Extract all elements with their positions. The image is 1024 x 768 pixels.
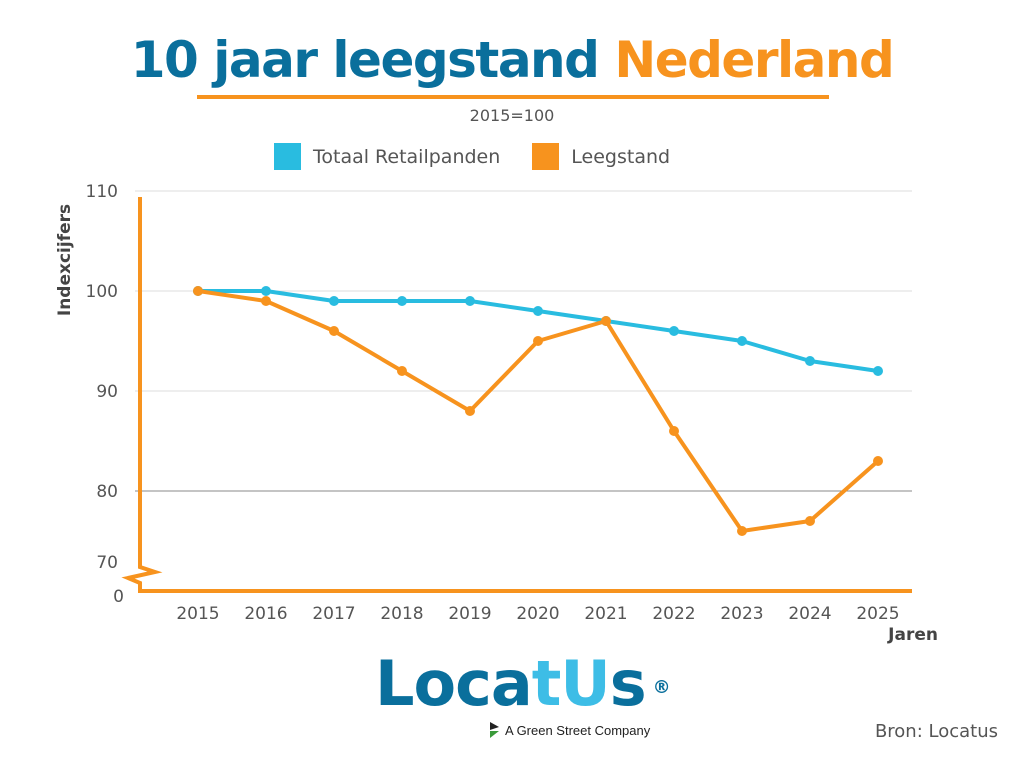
series-leegstand	[193, 286, 883, 536]
y-tick-80: 80	[96, 482, 118, 502]
data-point-2017	[329, 296, 339, 306]
y-axis-label: Indexcijfers	[55, 204, 75, 316]
series-line	[198, 289, 879, 373]
series	[193, 286, 883, 536]
data-point-2015	[193, 286, 203, 296]
data-point-2025	[873, 456, 883, 466]
legend: Totaal Retailpanden Leegstand	[274, 143, 702, 170]
data-point-2025	[873, 366, 883, 376]
data-point-2024	[805, 356, 815, 366]
gridlines	[135, 190, 912, 492]
chart-title: 10 jaar leegstand Nederland	[0, 28, 1024, 92]
data-point-2024	[805, 516, 815, 526]
y-tick-labels: 110 100 90 80 70 0	[86, 182, 124, 607]
x-tick-2025: 2025	[856, 604, 899, 624]
data-point-2022	[669, 326, 679, 336]
y-tick-110: 110	[86, 182, 118, 202]
data-point-2019	[465, 296, 475, 306]
x-tick-2021: 2021	[584, 604, 627, 624]
y-tick-70: 70	[96, 553, 118, 573]
legend-label-totaal: Totaal Retailpanden	[313, 145, 501, 168]
x-tick-2018: 2018	[380, 604, 423, 624]
legend-item-leegstand: Leegstand	[532, 143, 670, 170]
x-tick-2019: 2019	[448, 604, 491, 624]
x-tick-2017: 2017	[312, 604, 355, 624]
data-point-2017	[329, 326, 339, 336]
data-point-2020	[533, 336, 543, 346]
axis-lines	[121, 197, 912, 593]
legend-swatch-totaal	[274, 143, 301, 170]
logo-text-3: s	[609, 647, 647, 720]
legend-swatch-leegstand	[532, 143, 560, 170]
logo-text-2: tU	[531, 647, 611, 720]
x-tick-2023: 2023	[720, 604, 763, 624]
data-point-2016	[261, 296, 271, 306]
x-axis-label: Jaren	[887, 625, 938, 645]
title-underline	[197, 95, 829, 99]
data-point-2018	[397, 366, 407, 376]
title-part-2: Nederland	[614, 31, 894, 89]
logo-tagline: A Green Street Company	[490, 722, 650, 738]
y-tick-break-0: 0	[113, 587, 124, 607]
axes	[121, 197, 912, 593]
series-line	[197, 289, 880, 533]
chart-subtitle: 2015=100	[469, 106, 555, 125]
data-point-2015	[193, 286, 203, 296]
data-point-2021	[601, 316, 611, 326]
logo-text-1: Loca	[375, 647, 533, 720]
data-point-2016	[261, 286, 271, 296]
y-tick-100: 100	[86, 282, 118, 302]
data-point-2023	[737, 526, 747, 536]
x-tick-2016: 2016	[244, 604, 287, 624]
x-tick-2024: 2024	[788, 604, 831, 624]
x-tick-labels: 2015 2016 2017 2018 2019 2020 2021 2022 2023 2024…	[176, 604, 899, 624]
data-point-2023	[737, 336, 747, 346]
source-note: Bron: Locatus	[874, 721, 998, 742]
legend-label-leegstand: Leegstand	[571, 145, 671, 168]
tagline-text: A Green Street Company	[505, 722, 651, 738]
data-point-2019	[465, 406, 475, 416]
data-point-2021	[601, 316, 611, 326]
locatus-logo: LocatUs ®	[375, 647, 671, 720]
data-point-2018	[397, 296, 407, 306]
series-totaal-retailpanden	[193, 286, 883, 376]
x-tick-2022: 2022	[652, 604, 695, 624]
x-tick-2020: 2020	[516, 604, 559, 624]
data-point-2020	[533, 306, 543, 316]
registered-mark: ®	[652, 677, 671, 698]
y-tick-90: 90	[96, 382, 118, 402]
x-tick-2015: 2015	[176, 604, 219, 624]
title-part-1: 10 jaar leegstand	[130, 31, 600, 89]
data-point-2022	[669, 426, 679, 436]
green-street-icon	[490, 722, 499, 738]
legend-item-totaal: Totaal Retailpanden	[274, 143, 500, 170]
